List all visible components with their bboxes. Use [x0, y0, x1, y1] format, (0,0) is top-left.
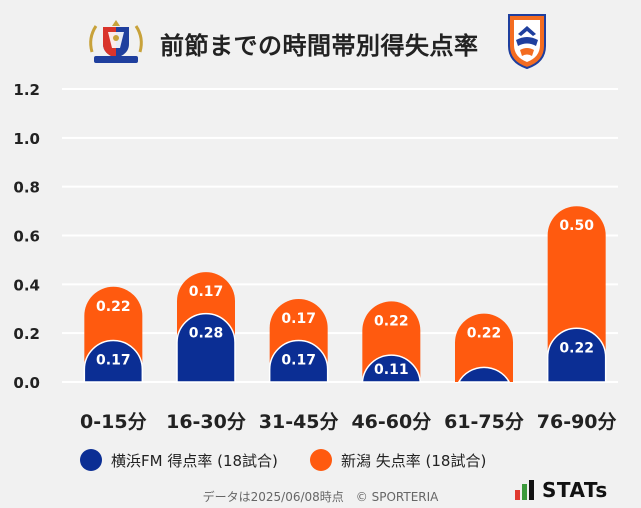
stacked-bar-chart: 0.00.20.40.60.81.01.2 0.220.170.170.280.…	[13, 81, 618, 433]
y-tick-label: 0.2	[13, 325, 40, 343]
legend-label-niigata: 新潟 失点率 (18試合)	[341, 451, 487, 470]
data-label-niigata: 0.17	[189, 284, 224, 300]
data-label-niigata: 0.22	[467, 326, 502, 342]
data-label-niigata: 0.50	[559, 218, 594, 234]
y-tick-label: 0.8	[13, 179, 40, 197]
data-label-yokohama: 0.22	[559, 340, 594, 356]
y-tick-label: 1.2	[13, 81, 40, 99]
y-tick-label: 0.4	[13, 276, 40, 294]
header: 前節までの時間帯別得失点率	[0, 0, 641, 78]
bar-yokohama	[361, 354, 422, 383]
legend-swatch-yokohama	[80, 449, 102, 471]
data-label-yokohama: 0.17	[281, 352, 316, 368]
chart-title: 前節までの時間帯別得失点率	[160, 32, 479, 60]
bar-yokohama	[268, 339, 329, 383]
data-label-niigata: 0.22	[96, 299, 131, 315]
legend: 横浜FM 得点率 (18試合) 新潟 失点率 (18試合)	[80, 449, 600, 475]
grid-lines	[62, 88, 618, 383]
x-tick-label: 16-30分	[166, 411, 246, 433]
x-tick-label: 76-90分	[537, 411, 617, 433]
bars	[83, 206, 607, 383]
x-tick-label: 61-75分	[444, 411, 524, 433]
x-axis-ticks: 0-15分 16-30分 31-45分 46-60分 61-75分 76-90分	[80, 411, 616, 433]
stats-brand-text: STATs	[542, 478, 608, 502]
data-label-yokohama: 0.17	[96, 352, 131, 368]
data-label-niigata: 0.22	[374, 313, 409, 329]
data-labels: 0.22 0.17 0.17 0.28 0.17 0.17 0.22 0.11 0.22 0.50…	[96, 218, 594, 378]
legend-item-yokohama: 横浜FM 得点率 (18試合)	[80, 449, 278, 471]
y-tick-label: 0.6	[13, 228, 40, 246]
legend-label-yokohama: 横浜FM 得点率 (18試合)	[111, 451, 278, 470]
x-tick-label: 31-45分	[259, 411, 339, 433]
legend-swatch-niigata	[310, 449, 332, 471]
data-source-note: データは2025/06/08時点 © SPORTERIA	[202, 490, 439, 504]
bar-yokohama	[176, 312, 236, 383]
x-tick-label: 46-60分	[351, 411, 431, 433]
data-label-niigata: 0.17	[281, 311, 316, 327]
bar-yokohama	[546, 327, 607, 383]
stats-brand: STATs	[515, 478, 608, 502]
legend-item-niigata: 新潟 失点率 (18試合)	[310, 449, 486, 471]
y-tick-label: 1.0	[13, 130, 40, 148]
x-tick-label: 0-15分	[80, 411, 147, 433]
yokohama-fmarinos-logo	[89, 20, 143, 63]
albirex-niigata-logo	[508, 14, 546, 70]
data-label-yokohama: 0.28	[189, 326, 224, 342]
y-tick-label: 0.0	[13, 374, 40, 392]
stats-logo-icon	[515, 480, 537, 500]
bar-yokohama	[457, 366, 511, 383]
bar-yokohama	[83, 339, 144, 383]
bar-niigata	[455, 313, 513, 382]
y-axis-ticks: 0.0 0.2 0.4 0.6 0.8 1.0 1.2	[13, 81, 40, 392]
data-label-yokohama: 0.11	[374, 362, 409, 378]
